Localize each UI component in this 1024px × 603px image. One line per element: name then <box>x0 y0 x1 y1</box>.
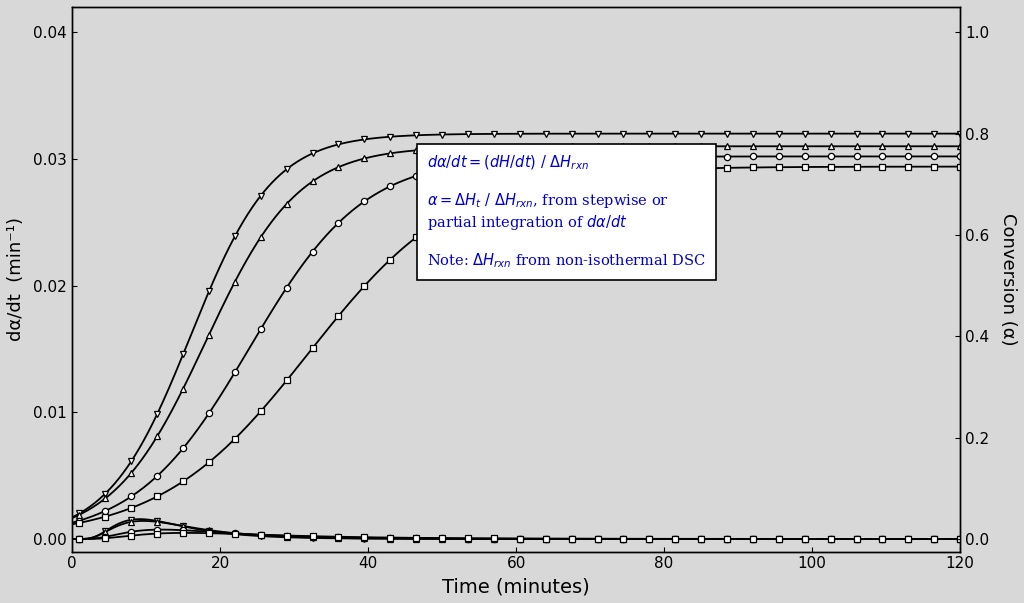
Y-axis label: Conversion (α): Conversion (α) <box>999 213 1017 346</box>
X-axis label: Time (minutes): Time (minutes) <box>442 577 590 596</box>
Text: $d\alpha/dt = (dH/dt)\ /\ \Delta H_{rxn}$

$\alpha = \Delta H_t\ /\ \Delta H_{rx: $d\alpha/dt = (dH/dt)\ /\ \Delta H_{rxn}… <box>427 154 707 270</box>
Y-axis label: dα/dt  (min⁻¹): dα/dt (min⁻¹) <box>7 217 25 341</box>
